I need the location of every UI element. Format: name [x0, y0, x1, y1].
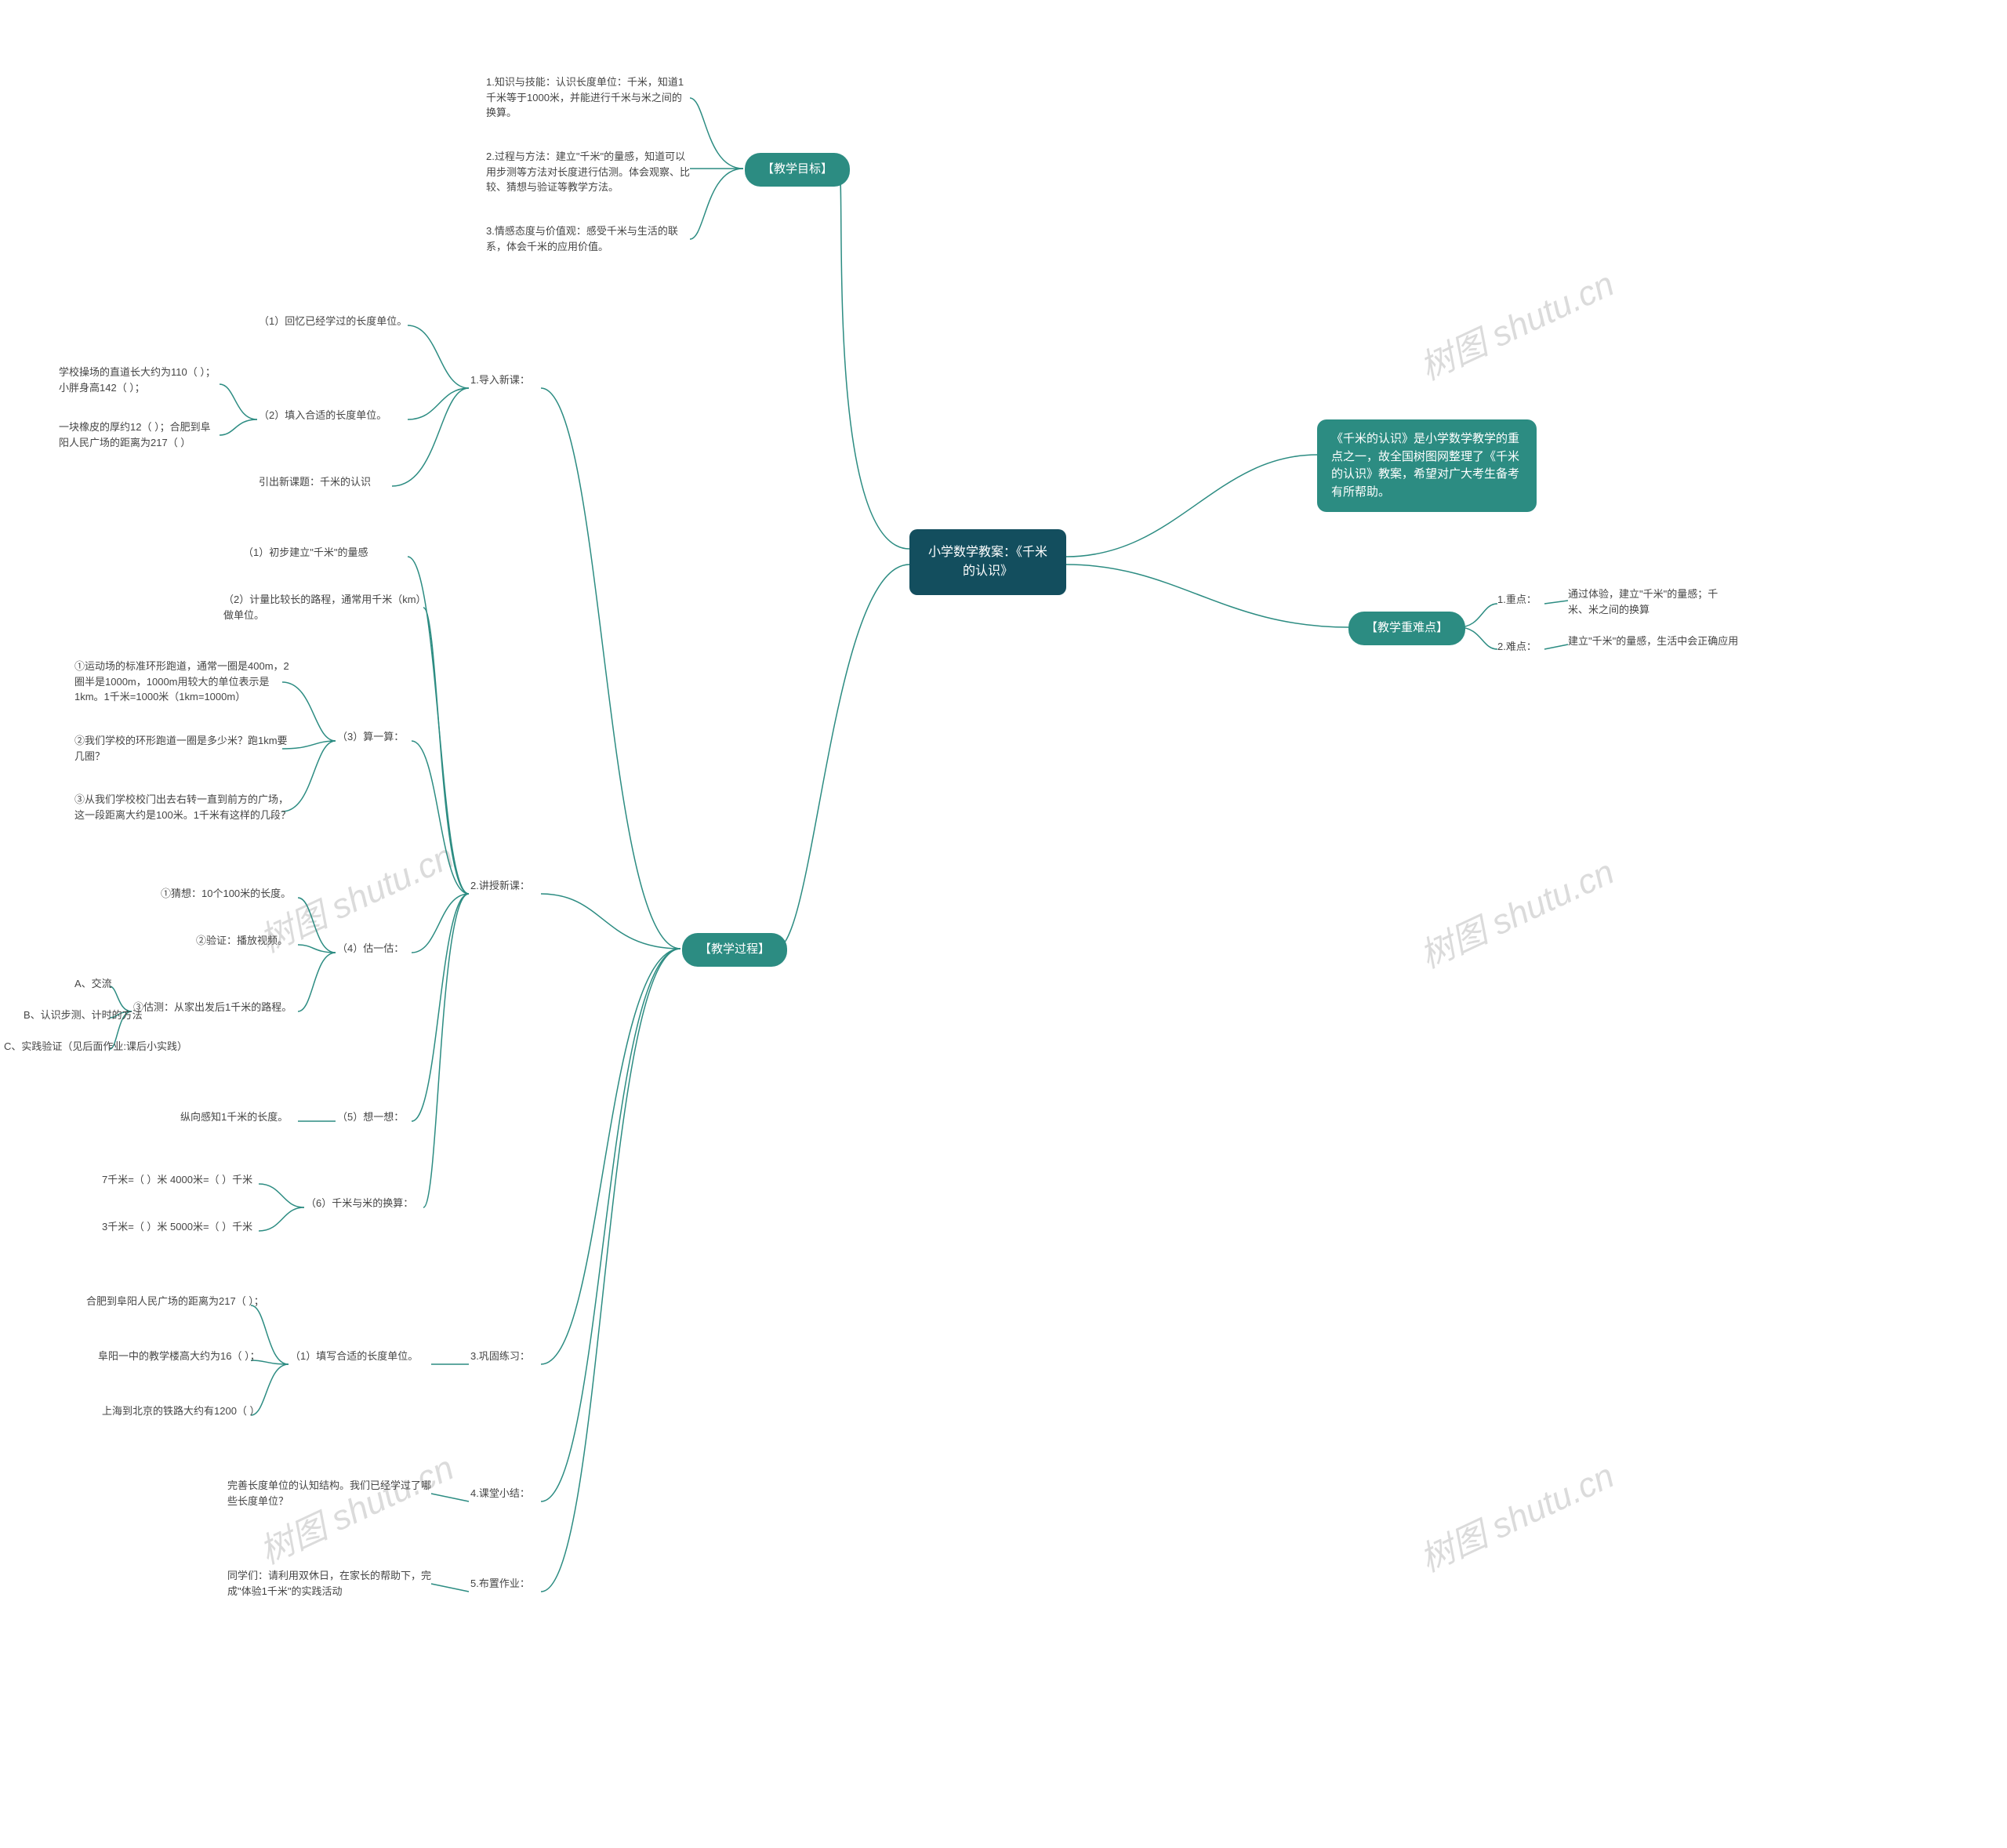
s5-item: 同学们：请利用双休日，在家长的帮助下，完成"体验1千米"的实践活动: [227, 1568, 431, 1599]
s2-item: （6）千米与米的换算：: [306, 1196, 413, 1211]
objective-item: 1.知识与技能：认识长度单位：千米，知道1千米等于1000米，并能进行千米与米之…: [486, 74, 690, 121]
s2-sub: ③估测：从家出发后1千米的路程。: [133, 1000, 292, 1015]
intro-node[interactable]: 《千米的认识》是小学数学教学的重点之一，故全国树图网整理了《千米的认识》教案，希…: [1317, 419, 1537, 512]
s2-item: （3）算一算：: [337, 729, 404, 745]
s2-sub2: B、认识步测、计时的方法: [24, 1008, 143, 1023]
s2-item: （5）想一想：: [337, 1109, 404, 1125]
mindmap-canvas: 树图 shutu.cn 树图 shutu.cn 树图 shutu.cn 树图 s…: [0, 0, 2007, 1848]
section-label[interactable]: 2.讲授新课：: [470, 878, 530, 894]
keypoint-text: 建立"千米"的量感，生活中会正确应用: [1568, 634, 1738, 649]
section-label[interactable]: 3.巩固练习：: [470, 1349, 530, 1364]
s2-item: （2）计量比较长的路程，通常用千米（km）做单位。: [223, 592, 427, 623]
s2-sub: ③从我们学校校门出去右转一直到前方的广场，这一段距离大约是100米。1千米有这样…: [74, 792, 294, 822]
s2-sub: ②验证：播放视频。: [196, 933, 288, 949]
keypoint-text: 通过体验，建立"千米"的量感；千米、米之间的换算: [1568, 586, 1725, 617]
objective-item: 3.情感态度与价值观：感受千米与生活的联系，体会千米的应用价值。: [486, 223, 690, 254]
s3-sub: 合肥到阜阳人民广场的距离为217（ ）；: [86, 1294, 264, 1309]
section-label[interactable]: 5.布置作业：: [470, 1576, 530, 1592]
section-label[interactable]: 1.导入新课：: [470, 372, 530, 388]
s3-sub: 上海到北京的铁路大约有1200（ ）: [102, 1403, 260, 1419]
s1-item: 引出新课题：千米的认识: [259, 474, 371, 490]
objective-item: 2.过程与方法：建立"千米"的量感，知道可以用步测等方法对长度进行估测。体会观察…: [486, 149, 690, 195]
s2-sub: 3千米=（ ）米 5000米=（ ）千米: [102, 1219, 252, 1235]
s1-item: （2）填入合适的长度单位。: [259, 408, 387, 423]
s1-sub: 一块橡皮的厚约12（ ）；合肥到阜阳人民广场的距离为217（ ）: [59, 419, 216, 450]
s2-sub: ②我们学校的环形跑道一圈是多少米？跑1km要几圈？: [74, 733, 294, 764]
keypoint-label: 2.难点：: [1497, 639, 1537, 655]
s2-sub: ①猜想：10个100米的长度。: [161, 886, 291, 902]
branch-process[interactable]: 【教学过程】: [682, 933, 787, 967]
root-node[interactable]: 小学数学教案：《千米的认识》: [909, 529, 1066, 595]
s1-item: （1）回忆已经学过的长度单位。: [259, 314, 407, 329]
s2-sub: 纵向感知1千米的长度。: [180, 1109, 288, 1125]
s2-sub2: A、交流: [74, 976, 112, 992]
s2-sub: 7千米=（ ）米 4000米=（ ）千米: [102, 1172, 252, 1188]
s3-item: （1）填写合适的长度单位。: [290, 1349, 418, 1364]
branch-keypoints[interactable]: 【教学重难点】: [1348, 612, 1465, 645]
s4-item: 完善长度单位的认知结构。我们已经学过了哪些长度单位？: [227, 1478, 431, 1509]
s3-sub: 阜阳一中的教学楼高大约为16（ ）；: [98, 1349, 260, 1364]
s2-sub: ①运动场的标准环形跑道，通常一圈是400m，2圈半是1000m，1000m用较大…: [74, 659, 294, 705]
s2-item: （1）初步建立"千米"的量感: [243, 545, 368, 561]
s2-item: （4）估一估：: [337, 941, 404, 957]
s2-sub2: C、实践验证（见后面作业:课后小实践）: [0, 1039, 187, 1055]
section-label[interactable]: 4.课堂小结：: [470, 1486, 530, 1501]
keypoint-label: 1.重点：: [1497, 592, 1537, 608]
branch-objectives[interactable]: 【教学目标】: [745, 153, 850, 187]
s1-sub: 学校操场的直道长大约为110（ ）；小胖身高142（ ）；: [59, 365, 216, 395]
